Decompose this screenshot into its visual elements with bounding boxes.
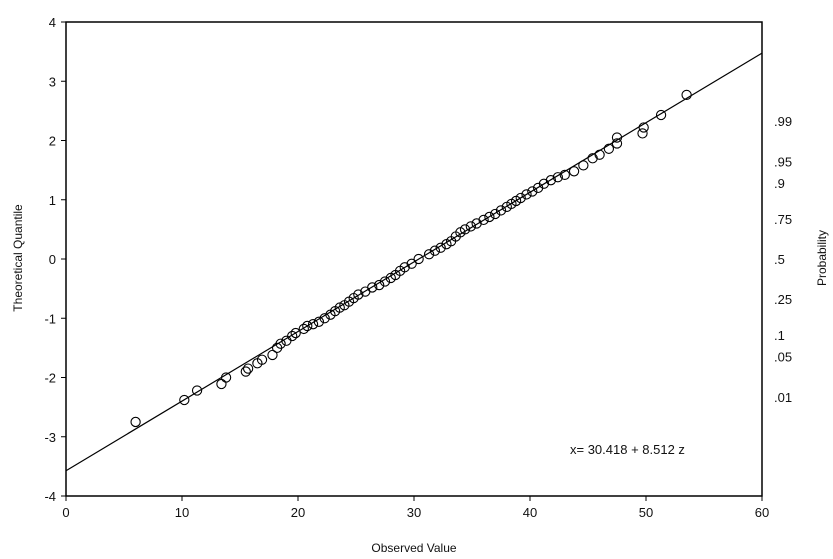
data-point: [179, 394, 190, 406]
y-tick-label: -2: [44, 371, 56, 386]
data-point: [307, 319, 319, 330]
y-tick-label: 2: [49, 134, 56, 149]
data-point: [490, 208, 501, 220]
data-point: [319, 313, 330, 324]
x-tick-label: 30: [407, 505, 421, 520]
data-point: [637, 128, 648, 139]
y-tick-label: 0: [49, 252, 56, 267]
data-point: [552, 172, 563, 183]
data-point: [465, 221, 476, 232]
x-tick-label: 10: [175, 505, 189, 520]
probability-tick-label: .99: [774, 114, 792, 129]
y-axis-title: Theoretical Quantile: [11, 204, 25, 312]
fit-line: [65, 52, 763, 472]
data-point: [379, 276, 391, 287]
y-tick-label: 1: [49, 193, 56, 208]
y-tick-label: 3: [49, 74, 56, 89]
data-point: [298, 323, 309, 335]
data-point: [267, 349, 278, 361]
data-point: [681, 89, 692, 101]
data-point: [435, 242, 446, 253]
data-point: [275, 338, 286, 349]
data-point: [521, 189, 532, 200]
fit-equation: x= 30.418 + 8.512 z: [570, 442, 685, 457]
data-point: [287, 330, 298, 342]
data-point: [423, 249, 435, 260]
x-tick-label: 60: [755, 505, 769, 520]
data-point: [568, 166, 580, 177]
data-point: [242, 363, 254, 374]
data-point: [578, 160, 589, 171]
data-point: [429, 245, 441, 256]
data-point: [471, 218, 482, 229]
x-tick-label: 50: [639, 505, 653, 520]
data-point: [130, 416, 141, 428]
probability-tick-label: .95: [774, 155, 792, 170]
probability-tick-label: .25: [774, 292, 792, 307]
data-point: [240, 366, 251, 377]
data-point: [559, 169, 570, 181]
data-point: [655, 109, 667, 121]
probability-tick-label: .1: [774, 328, 785, 343]
data-point: [374, 279, 385, 291]
data-point: [478, 214, 489, 226]
data-point: [256, 354, 268, 365]
y-tick-label: 4: [49, 15, 56, 30]
data-point: [220, 372, 232, 383]
data-point: [603, 143, 615, 154]
x-tick-label: 0: [62, 505, 69, 520]
x-axis-title: Observed Value: [371, 541, 456, 555]
y-tick-label: -4: [44, 489, 56, 504]
data-point: [459, 224, 471, 235]
x-tick-label: 20: [291, 505, 305, 520]
data-point: [290, 327, 301, 339]
y-tick-label: -3: [44, 430, 56, 445]
data-point: [527, 186, 538, 197]
data-point: [515, 192, 526, 204]
probability-tick-label: .05: [774, 349, 792, 364]
data-point: [302, 320, 313, 332]
data-point: [406, 258, 417, 269]
data-point: [313, 316, 325, 327]
data-point: [367, 282, 378, 293]
data-point: [353, 289, 364, 300]
data-point: [611, 132, 623, 143]
y-tick-label: -1: [44, 311, 56, 326]
data-point: [638, 122, 649, 133]
y2-axis-title: Probability: [815, 230, 829, 286]
plot-area: 0 10 20 30 40 50 60 -4 -3 -2 -1 0 1 2 3 4 .99 .95 .9 .75 .5.…: [44, 15, 792, 520]
data-point: [191, 385, 203, 396]
data-point: [594, 149, 605, 160]
data-point: [216, 378, 227, 390]
probability-tick-label: .01: [774, 390, 792, 405]
data-point: [611, 138, 623, 149]
data-point: [495, 205, 507, 216]
data-point: [545, 175, 557, 186]
probability-tick-label: .75: [774, 212, 792, 227]
data-point: [413, 253, 424, 265]
probability-tick-label: .9: [774, 176, 785, 191]
data-point: [484, 211, 495, 223]
probability-tick-label: .5: [774, 252, 785, 267]
x-tick-label: 40: [523, 505, 537, 520]
